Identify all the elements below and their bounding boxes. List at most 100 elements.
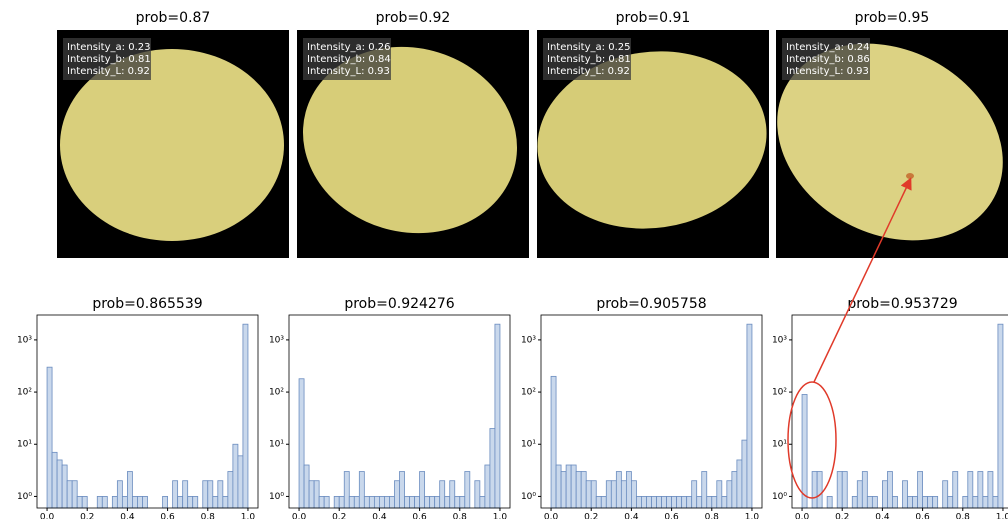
y-tick-label: 10² <box>521 388 536 398</box>
histogram-bar <box>641 496 647 509</box>
histogram-bar <box>972 496 979 509</box>
histogram-bar <box>952 471 959 509</box>
histogram-bar <box>363 496 370 509</box>
image-panels <box>57 30 1008 258</box>
histogram-bar <box>706 496 713 509</box>
histogram-bar <box>716 480 723 509</box>
histogram-bar <box>882 480 888 509</box>
histogram-bar <box>474 480 481 509</box>
histogram-bar <box>721 496 728 509</box>
x-tick-label: 0.0 <box>795 513 810 519</box>
histogram-bar <box>323 496 330 509</box>
x-tick-label: 0.0 <box>544 513 559 519</box>
histogram-bar <box>610 480 617 509</box>
histogram-bar <box>414 496 420 509</box>
histogram-bar <box>887 471 893 509</box>
axes-frame <box>36 314 259 509</box>
histogram-bar <box>590 480 597 509</box>
histogram-bar <box>172 480 179 509</box>
highlight-arrow <box>813 177 912 383</box>
annotation-text: Intensity_b: 0.81 <box>67 54 151 65</box>
image-title: prob=0.87 <box>136 10 211 26</box>
y-tick-label: 10¹ <box>269 440 284 450</box>
histogram-bar <box>96 496 103 509</box>
axes-frame <box>791 314 1008 509</box>
histogram-bar <box>202 480 209 509</box>
histogram-bar <box>636 496 642 509</box>
histogram-bar <box>434 496 441 509</box>
histogram-bar <box>550 375 557 509</box>
histogram-bar <box>856 480 863 509</box>
annotation-text: Intensity_L: 0.92 <box>67 66 150 77</box>
y-tick-label: 10³ <box>269 335 284 345</box>
annotation-box <box>782 38 870 80</box>
histogram-bar <box>222 496 229 509</box>
histogram-bar <box>871 496 878 509</box>
histogram-bar <box>454 496 461 509</box>
x-tick-label: 0.4 <box>372 513 387 519</box>
histogram-bar <box>237 455 244 509</box>
histogram-bar <box>384 496 390 509</box>
histogram-bar <box>217 480 224 509</box>
histogram-bar <box>66 480 73 509</box>
histogram-bar <box>313 480 320 509</box>
histogram-bar <box>726 480 733 509</box>
histogram-bar <box>429 496 436 509</box>
y-tick-label: 10² <box>772 388 787 398</box>
histogram-bar <box>444 496 451 509</box>
histogram-bar <box>484 464 491 509</box>
histogram-bar <box>343 471 350 509</box>
y-tick-label: 10⁰ <box>521 492 536 502</box>
histogram-bar <box>333 496 340 509</box>
x-tick-label: 0.2 <box>584 513 598 519</box>
histogram-bar <box>902 480 908 509</box>
potato <box>302 46 518 234</box>
histogram-bar <box>424 496 431 509</box>
y-tick-label: 10⁰ <box>17 492 32 502</box>
axes-frame <box>288 314 511 509</box>
potato <box>537 51 767 229</box>
histogram-bar <box>570 464 577 509</box>
chart-title: prob=0.924276 <box>344 296 454 312</box>
x-tick-label: 0.4 <box>120 513 135 519</box>
y-tick-label: 10² <box>269 388 284 398</box>
histogram-bar <box>691 480 698 509</box>
histogram-bar <box>555 464 562 509</box>
histogram-bar <box>631 480 637 509</box>
histogram-bar <box>866 496 873 509</box>
x-tick-label: 0.2 <box>835 513 849 519</box>
histogram-bar <box>922 496 929 509</box>
histogram-bar <box>997 323 1004 509</box>
histogram-bar <box>686 496 693 509</box>
histogram-bar <box>373 496 380 509</box>
annotation-text: Intensity_b: 0.84 <box>307 54 391 65</box>
y-tick-label: 10³ <box>17 335 32 345</box>
histogram-bar <box>982 496 989 509</box>
histogram-bar <box>851 496 858 509</box>
histogram-bar <box>661 496 667 509</box>
histogram-bar <box>132 496 138 509</box>
histogram-bar <box>696 496 703 509</box>
histogram-bar <box>987 471 994 509</box>
histogram-bar <box>927 496 934 509</box>
histogram-bar <box>585 480 592 509</box>
histogram-bar <box>419 471 426 509</box>
x-tick-label: 0.2 <box>332 513 346 519</box>
histogram-bar <box>912 496 918 509</box>
histogram-bar <box>811 471 818 509</box>
annotation-text: Intensity_a: 0.24 <box>786 42 869 53</box>
histogram-bar <box>625 471 632 509</box>
x-tick-label: 1.0 <box>745 513 760 519</box>
histogram-bar <box>671 496 678 509</box>
annotation-box <box>63 38 151 80</box>
histogram-bar <box>580 471 587 509</box>
histogram-bar <box>932 496 939 509</box>
histogram-bar <box>841 471 848 509</box>
histogram-bar <box>560 471 567 509</box>
histogram-bar <box>494 323 501 509</box>
axes-frame <box>540 314 763 509</box>
histogram-bar <box>404 496 410 509</box>
histogram-bar <box>565 464 572 509</box>
histogram-bar <box>595 496 602 509</box>
